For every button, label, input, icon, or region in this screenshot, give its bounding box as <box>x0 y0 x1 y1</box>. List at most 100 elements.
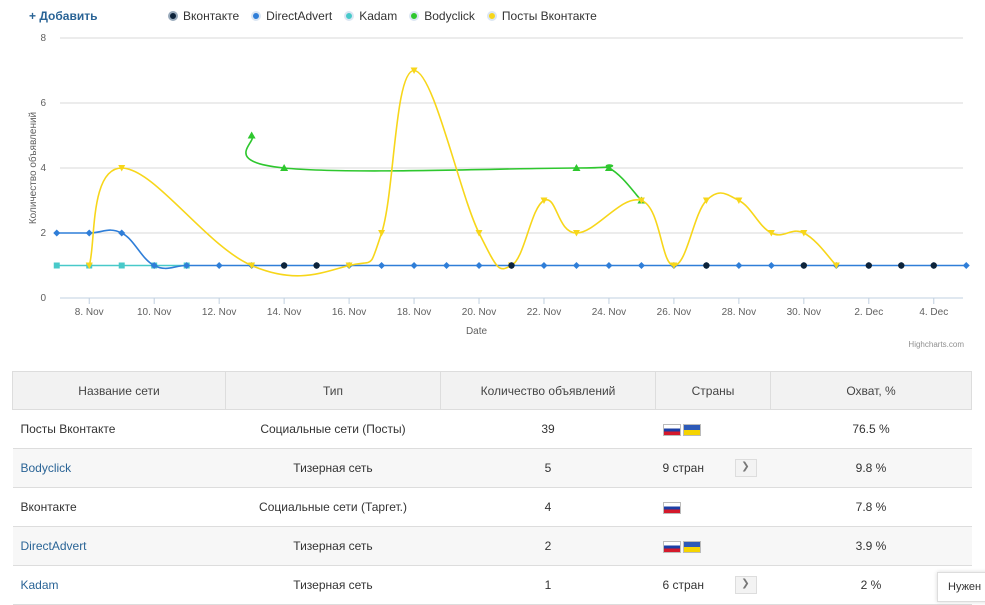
legend-item-directadvert[interactable]: DirectAdvert <box>251 9 332 23</box>
series-line-4 <box>88 69 837 277</box>
countries-count: 6 стран <box>662 578 704 592</box>
x-tick-label: 24. Nov <box>592 307 626 318</box>
coverage-cell: 76.5 % <box>770 409 972 449</box>
chart-legend: Вконтакте DirectAdvert Kadam Bodyclick П… <box>168 9 609 23</box>
network-link[interactable]: Bodyclick <box>20 461 72 475</box>
data-point <box>443 262 451 269</box>
x-tick-label: 30. Nov <box>787 307 821 318</box>
data-point <box>767 230 775 237</box>
data-point <box>313 262 320 269</box>
x-tick-label: 28. Nov <box>722 307 756 318</box>
network-name-cell: DirectAdvert <box>12 526 226 566</box>
legend-label: DirectAdvert <box>266 9 333 23</box>
data-point <box>832 262 840 269</box>
chevron-right-icon: ❯ <box>741 461 750 472</box>
column-header-type[interactable]: Тип <box>225 371 441 410</box>
countries-cell: 9 стран ❯ <box>655 448 771 488</box>
y-tick-label: 8 <box>40 33 46 44</box>
legend-marker-icon <box>251 11 262 21</box>
network-link[interactable]: Kadam <box>20 578 59 592</box>
network-type-cell: Социальные сети (Посты) <box>225 409 441 449</box>
data-point <box>540 262 548 269</box>
data-point <box>572 262 580 269</box>
x-tick-label: 26. Nov <box>657 307 691 318</box>
expand-countries-button[interactable]: ❯ <box>734 459 757 477</box>
coverage-cell: 3.9 % <box>770 526 972 566</box>
legend-marker-icon <box>168 11 178 21</box>
data-point <box>898 262 905 269</box>
ads-line-chart: 0 2 4 6 8 8. Nov 10. Nov 12. Nov 14. Nov 16. Nov 1… <box>27 33 970 337</box>
data-point <box>637 262 645 269</box>
data-point <box>865 262 873 269</box>
expand-countries-button[interactable]: ❯ <box>734 576 757 594</box>
legend-item-vkontakte[interactable]: Вконтакте <box>168 9 239 23</box>
data-point <box>345 262 353 269</box>
data-point <box>767 262 775 269</box>
network-name-cell: Kadam <box>12 565 226 605</box>
network-name-cell: Bodyclick <box>12 448 226 488</box>
data-point <box>378 230 386 237</box>
legend-item-vk-posts[interactable]: Посты Вконтакте <box>486 9 597 23</box>
network-name-cell: Посты Вконтакте <box>12 409 226 449</box>
x-tick-label: 4. Dec <box>919 307 948 318</box>
ukraine-flag-icon <box>682 540 701 553</box>
network-name: Посты Вконтакте <box>20 422 116 436</box>
network-name: Вконтакте <box>20 500 77 514</box>
highcharts-credits[interactable]: Highcharts.com <box>908 340 964 349</box>
x-tick-label: 18. Nov <box>397 307 431 318</box>
data-point <box>735 262 743 269</box>
data-point <box>85 229 93 237</box>
y-tick-label: 4 <box>40 163 46 174</box>
y-tick-label: 0 <box>40 293 46 304</box>
networks-table: Название сети Тип Количество объявлений … <box>12 371 972 605</box>
legend-label: Kadam <box>359 9 398 23</box>
data-point <box>604 164 613 171</box>
coverage-cell: 7.8 % <box>770 487 972 527</box>
data-point <box>702 197 710 204</box>
ad-count-cell: 1 <box>440 565 656 605</box>
network-link[interactable]: DirectAdvert <box>20 539 87 553</box>
y-tick-label: 2 <box>40 228 46 239</box>
help-tab[interactable]: Нужен <box>937 572 985 602</box>
ad-count-cell: 39 <box>440 409 656 449</box>
data-point <box>475 262 483 269</box>
table-row: Вконтакте Социальные сети (Таргет.) 4 7.… <box>12 487 972 527</box>
legend-label: Bodyclick <box>424 9 475 23</box>
ukraine-flag-icon <box>682 423 701 436</box>
table-row: Kadam Тизерная сеть 1 6 стран ❯ 2 % <box>12 565 972 605</box>
data-point <box>53 262 60 269</box>
table-row: DirectAdvert Тизерная сеть 2 3.9 % <box>12 526 972 566</box>
column-header-coverage[interactable]: Охват, % <box>770 371 972 410</box>
data-point <box>508 262 515 269</box>
data-point <box>215 262 223 269</box>
network-type-cell: Тизерная сеть <box>225 565 441 605</box>
russia-flag-icon <box>662 540 681 553</box>
data-point <box>85 262 93 269</box>
add-network-button[interactable]: + Добавить <box>29 9 98 23</box>
legend-item-bodyclick[interactable]: Bodyclick <box>409 9 475 23</box>
russia-flag-icon <box>662 423 681 436</box>
x-tick-label: 12. Nov <box>202 307 236 318</box>
column-header-name[interactable]: Название сети <box>12 371 226 410</box>
legend-label: Посты Вконтакте <box>501 9 597 23</box>
data-point <box>962 262 970 269</box>
column-header-countries[interactable]: Страны <box>655 371 771 410</box>
data-point <box>572 230 580 237</box>
ad-count-cell: 4 <box>440 487 656 527</box>
data-point <box>540 197 548 204</box>
x-tick-label: 10. Nov <box>137 307 171 318</box>
column-header-count[interactable]: Количество объявлений <box>440 371 656 410</box>
data-point <box>378 262 386 269</box>
table-row: Bodyclick Тизерная сеть 5 9 стран ❯ 9.8 … <box>12 448 972 488</box>
countries-cell <box>655 487 771 527</box>
network-type-cell: Тизерная сеть <box>225 448 441 488</box>
legend-marker-icon <box>409 11 420 21</box>
legend-item-kadam[interactable]: Kadam <box>344 9 397 23</box>
data-point <box>118 165 126 172</box>
x-axis-title: Date <box>466 326 488 337</box>
legend-marker-icon <box>486 11 497 21</box>
x-tick-label: 8. Nov <box>75 307 104 318</box>
data-point <box>410 262 418 269</box>
legend-marker-icon <box>344 11 355 21</box>
data-point <box>118 262 125 269</box>
